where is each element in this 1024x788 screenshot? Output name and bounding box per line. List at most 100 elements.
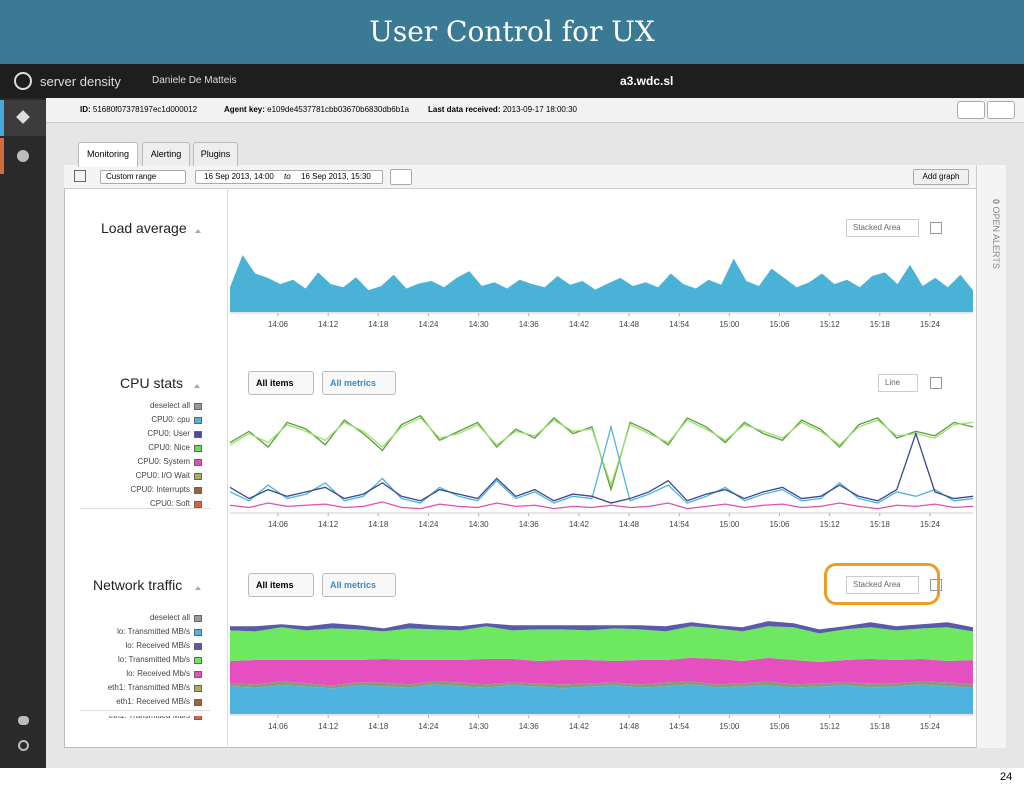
x-tick-label: 15:18 — [870, 520, 891, 529]
legend-swatch[interactable] — [194, 417, 202, 424]
legend-label[interactable]: eth1: Received MB/s — [116, 697, 190, 706]
info-value: e109de4537781cbb03670b6830db6b1a — [267, 105, 410, 114]
x-tick-label: 14:12 — [318, 722, 339, 731]
expand-button[interactable] — [930, 579, 942, 591]
legend-swatch[interactable] — [194, 487, 202, 494]
tab[interactable]: Plugins — [193, 142, 238, 166]
expand-button[interactable] — [930, 377, 942, 389]
legend-swatch[interactable] — [194, 445, 202, 452]
x-tick-label: 14:48 — [619, 320, 640, 329]
page-number: 24 — [1000, 771, 1013, 783]
chart-title: Load average — [101, 220, 187, 236]
chart-type-select[interactable]: Stacked Area — [846, 576, 919, 594]
stacked-area — [230, 626, 973, 662]
line — [229, 414, 974, 492]
x-tick-label: 15:06 — [769, 722, 790, 731]
legend-swatch[interactable] — [194, 643, 202, 650]
legend-swatch[interactable] — [194, 671, 202, 678]
legend-swatch[interactable] — [194, 473, 202, 480]
info-item: ID: 51680f07378197ec1d000012 — [80, 105, 197, 114]
info-value: 51680f07378197ec1d000012 — [92, 105, 198, 114]
date-to: 16 Sep 2013, 15:30 — [301, 172, 371, 181]
x-tick-label: 14:48 — [619, 520, 640, 529]
x-tick-label: 15:00 — [719, 520, 740, 529]
nav-services[interactable] — [0, 138, 46, 174]
items-select[interactable]: All items — [248, 371, 314, 395]
legend-label[interactable]: CPU0: cpu — [151, 415, 190, 424]
tab[interactable]: Alerting — [142, 142, 190, 166]
calendar-icon[interactable] — [74, 170, 86, 182]
legend-label[interactable]: lo: Transmitted Mb/s — [117, 655, 190, 664]
legend-label[interactable]: CPU0: Interrupts — [130, 485, 190, 494]
x-tick-label: 15:18 — [870, 320, 891, 329]
legend-swatch[interactable] — [194, 699, 202, 706]
x-tick-label: 15:12 — [820, 722, 841, 731]
x-tick-label: 15:06 — [769, 320, 790, 329]
x-tick-label: 14:42 — [569, 722, 590, 731]
legend-swatch[interactable] — [194, 615, 202, 622]
legend-swatch[interactable] — [194, 431, 202, 438]
x-tick-label: 14:18 — [368, 520, 389, 529]
x-tick-label: 14:54 — [669, 520, 690, 529]
legend-swatch[interactable] — [194, 629, 202, 636]
footer: 24 — [0, 768, 1024, 788]
range-select[interactable]: Custom range — [100, 170, 186, 184]
x-tick-label: 15:00 — [719, 320, 740, 329]
chart-title: Network traffic — [93, 577, 183, 593]
metrics-select[interactable]: All metrics — [322, 573, 396, 597]
legend-swatch[interactable] — [194, 459, 202, 466]
legend-label[interactable]: deselect all — [149, 613, 190, 622]
x-tick-label: 15:12 — [820, 520, 841, 529]
date-range[interactable] — [195, 170, 383, 184]
x-tick-label: 15:12 — [820, 320, 841, 329]
refresh-button[interactable] — [390, 169, 412, 185]
x-tick-label: 14:12 — [318, 320, 339, 329]
legend-label[interactable]: CPU0: Nice — [148, 443, 190, 452]
legend-swatch[interactable] — [194, 685, 202, 692]
line — [229, 501, 974, 510]
legend-label[interactable]: CPU0: I/O Wait — [135, 471, 190, 480]
x-tick-label: 14:24 — [418, 722, 439, 731]
logo — [14, 72, 32, 90]
chart-type-select[interactable]: Line — [878, 374, 918, 392]
stacked-area — [230, 684, 973, 714]
slide-title: User Control for UX — [0, 0, 1024, 64]
legend-label[interactable]: eth1: Transmitted MB/s — [107, 683, 190, 692]
settings-icon[interactable] — [18, 740, 29, 751]
stacked-area — [230, 657, 973, 686]
chart-type-select[interactable]: Stacked Area — [846, 219, 919, 237]
metrics-select[interactable]: All metrics — [322, 371, 396, 395]
x-tick-label: 14:06 — [268, 722, 289, 731]
x-tick-label: 15:18 — [870, 722, 891, 731]
legend-label[interactable]: lo: Received Mb/s — [126, 669, 190, 678]
legend-label[interactable]: CPU0: User — [147, 429, 190, 438]
sort-icon — [194, 378, 200, 388]
legend-label[interactable]: lo: Transmitted MB/s — [117, 627, 190, 636]
line — [229, 424, 974, 504]
date-from: 16 Sep 2013, 14:00 — [204, 172, 274, 181]
add-graph-button[interactable]: Add graph — [913, 169, 969, 185]
edit-button[interactable] — [957, 101, 985, 119]
legend-label[interactable]: deselect all — [149, 401, 190, 410]
toolbar: Custom range 16 Sep 2013, 14:00 to 16 Se… — [64, 165, 976, 189]
legend-swatch[interactable] — [194, 501, 202, 508]
line — [229, 417, 974, 488]
info-value: 2013-09-17 18:00:30 — [502, 105, 578, 114]
info-item: Agent key: e109de4537781cbb03670b6830db6… — [224, 105, 409, 114]
area — [230, 254, 973, 312]
expand-button[interactable] — [930, 222, 942, 234]
user-menu[interactable]: Daniele De Matteis — [152, 75, 237, 86]
legend-label[interactable]: lo: Received MB/s — [125, 641, 190, 650]
legend-swatch[interactable] — [194, 403, 202, 410]
legend-label[interactable]: CPU0: System — [137, 457, 190, 466]
legend-swatch[interactable] — [194, 657, 202, 664]
legend-label[interactable]: CPU0: Soft — [149, 499, 190, 508]
x-tick-label: 14:42 — [569, 320, 590, 329]
tab[interactable]: Monitoring — [78, 142, 138, 167]
items-select[interactable]: All items — [248, 573, 314, 597]
link-button[interactable] — [987, 101, 1015, 119]
brand: server density — [40, 74, 121, 89]
chat-icon[interactable] — [18, 716, 29, 725]
